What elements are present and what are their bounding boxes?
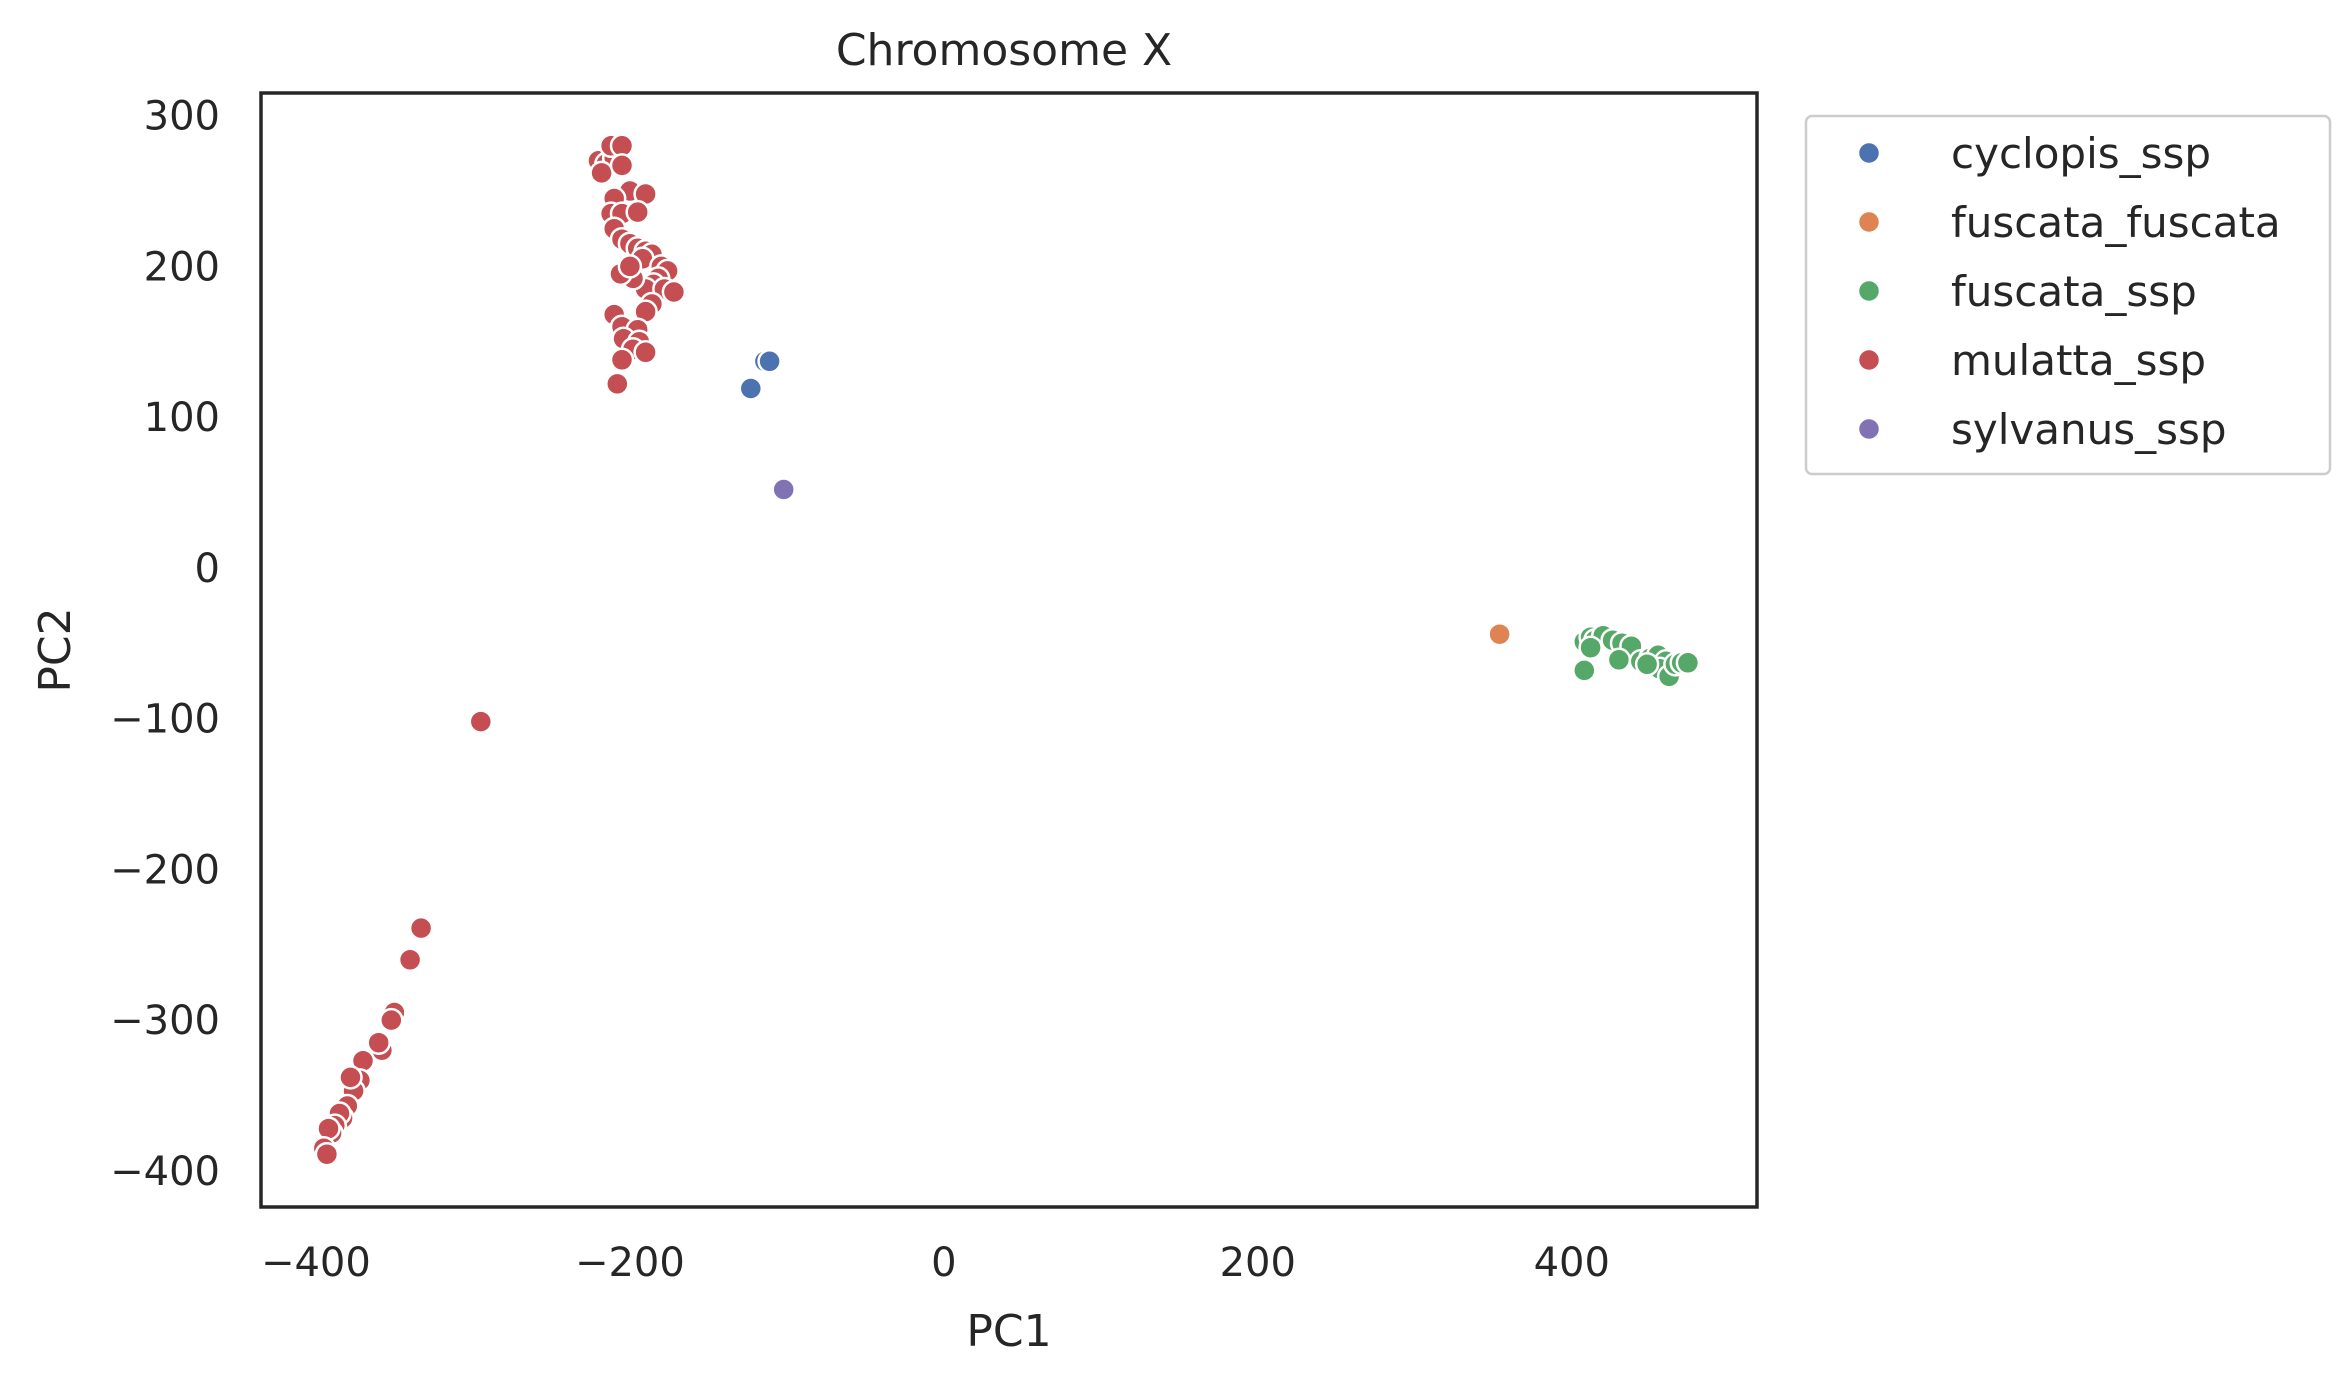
cyclopis_ssp-point bbox=[738, 376, 764, 401]
mulatta_ssp-point bbox=[589, 160, 614, 186]
legend-frame bbox=[1804, 114, 2332, 476]
mulatta_ssp-point bbox=[408, 915, 434, 941]
mulatta_ssp-point bbox=[397, 947, 423, 973]
y-tick-label: −300 bbox=[110, 998, 220, 1044]
scatter-points bbox=[311, 133, 1701, 1167]
legend-marker-mulatta_ssp bbox=[1856, 347, 1882, 373]
y-tick-label: 0 bbox=[195, 546, 220, 592]
y-tick-label: −400 bbox=[110, 1149, 220, 1195]
y-tick-label: 100 bbox=[144, 395, 220, 441]
legend-label-sylvanus_ssp: sylvanus_ssp bbox=[1951, 405, 2227, 454]
legend-item-mulatta_ssp: mulatta_ssp bbox=[1856, 336, 2206, 385]
x-axis-ticks: −400 −200 0 200 400 bbox=[261, 1240, 1610, 1286]
fuscata_ssp-point bbox=[1578, 635, 1603, 660]
legend-item-fuscata_fuscata: fuscata_fuscata bbox=[1856, 198, 2281, 247]
mulatta_ssp-point bbox=[609, 153, 635, 178]
legend-marker-fuscata_ssp bbox=[1856, 278, 1882, 304]
plot-area-frame bbox=[259, 91, 1759, 1209]
mulatta_ssp-point bbox=[633, 340, 658, 365]
y-tick-label: 200 bbox=[144, 244, 220, 290]
legend-items: cyclopis_ssp fuscata_fuscata fuscata_sspmu… bbox=[1856, 129, 2281, 454]
mulatta_ssp-point bbox=[316, 1116, 341, 1141]
y-tick-label: −200 bbox=[110, 847, 220, 893]
fuscata_ssp-point bbox=[1606, 647, 1632, 673]
mulatta_ssp-point bbox=[661, 279, 687, 305]
mulatta_ssp-point bbox=[617, 254, 643, 279]
mulatta_ssp-point bbox=[605, 371, 630, 397]
cyclopis_ssp-point bbox=[757, 349, 782, 374]
legend-item-fuscata_ssp: fuscata_ssp bbox=[1856, 267, 2197, 316]
mulatta_ssp-point bbox=[314, 1141, 340, 1167]
x-tick-label: −200 bbox=[575, 1240, 685, 1286]
x-axis-label: PC1 bbox=[966, 1306, 1051, 1357]
y-axis-label: PC2 bbox=[30, 607, 81, 692]
legend-label-fuscata_ssp: fuscata_ssp bbox=[1951, 267, 2197, 316]
fuscata_ssp-point bbox=[1572, 658, 1597, 683]
legend-label-mulatta_ssp: mulatta_ssp bbox=[1951, 336, 2206, 385]
x-tick-label: 200 bbox=[1220, 1240, 1296, 1286]
fuscata_fuscata-point bbox=[1487, 621, 1512, 647]
legend-label-fuscata_fuscata: fuscata_fuscata bbox=[1951, 198, 2281, 247]
legend: cyclopis_ssp fuscata_fuscata fuscata_sspmu… bbox=[1804, 114, 2332, 476]
legend-marker-sylvanus_ssp bbox=[1856, 416, 1882, 442]
mulatta_ssp-point bbox=[338, 1065, 363, 1090]
legend-item-cyclopis_ssp: cyclopis_ssp bbox=[1856, 129, 2211, 178]
fuscata_ssp-point bbox=[1675, 650, 1701, 676]
x-tick-label: 400 bbox=[1534, 1240, 1610, 1286]
legend-marker-cyclopis_ssp bbox=[1856, 140, 1882, 166]
x-tick-label: 0 bbox=[931, 1240, 956, 1286]
fuscata_ssp-point bbox=[1634, 652, 1660, 677]
mulatta_ssp-point bbox=[366, 1030, 391, 1055]
legend-label-cyclopis_ssp: cyclopis_ssp bbox=[1951, 129, 2211, 178]
y-tick-label: 300 bbox=[144, 94, 220, 140]
mulatta_ssp-point bbox=[468, 709, 494, 734]
y-axis-ticks: 300 200 100 0 −100 −200 −300 −400 bbox=[110, 94, 220, 1195]
sylvanus_ssp-point bbox=[771, 477, 796, 502]
legend-marker-fuscata_fuscata bbox=[1856, 209, 1882, 235]
legend-item-sylvanus_ssp: sylvanus_ssp bbox=[1856, 405, 2227, 454]
chart-title: Chromosome X bbox=[836, 25, 1172, 76]
mulatta_ssp-point bbox=[379, 1007, 404, 1033]
x-tick-label: −400 bbox=[261, 1240, 371, 1286]
y-tick-label: −100 bbox=[110, 697, 220, 743]
mulatta_ssp-point bbox=[625, 199, 650, 225]
mulatta_ssp-point bbox=[609, 347, 635, 373]
